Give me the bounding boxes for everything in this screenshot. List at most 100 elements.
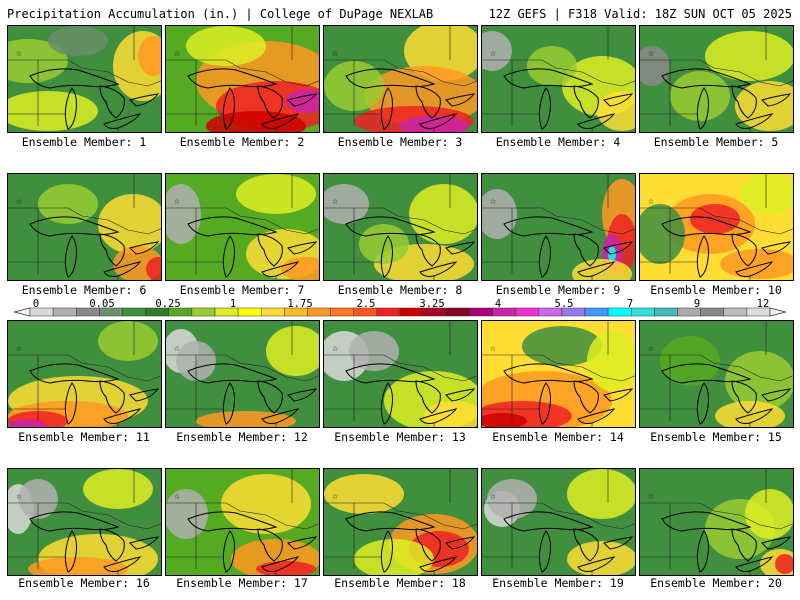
lake-outline [64, 235, 77, 278]
lake-outline [696, 235, 709, 278]
precip-blob [266, 326, 319, 376]
lake-outline [415, 233, 441, 267]
lake-outline [257, 233, 283, 267]
ensemble-member-19-map: ☆ [481, 468, 636, 576]
ensemble-member-1-map: ☆ [7, 25, 162, 133]
state-border [482, 502, 635, 530]
colorbar-tick-label: 4 [494, 298, 502, 310]
state-border [482, 59, 635, 87]
precip-blob [166, 489, 208, 539]
lake-outline [573, 233, 599, 267]
lake-outline [419, 408, 458, 424]
precip-field: ☆ [640, 174, 793, 280]
ensemble-member-16-map: ☆ [7, 468, 162, 576]
precip-blob [48, 26, 108, 56]
state-border [8, 354, 161, 382]
lake-outline [731, 85, 757, 119]
state-border [8, 207, 161, 235]
precip-blob [354, 539, 434, 575]
ensemble-member-label: Ensemble Member: 18 [334, 576, 466, 590]
colorbar-segment [515, 307, 539, 317]
lake-outline [222, 530, 235, 573]
ensemble-member-label: Ensemble Member: 7 [179, 283, 305, 297]
precip-field: ☆ [166, 174, 319, 280]
state-border [640, 354, 793, 382]
state-border [324, 59, 477, 87]
precip-blob [487, 479, 537, 519]
precip-blob [221, 474, 311, 534]
lake-outline [64, 530, 77, 573]
star-marker-icon: ☆ [648, 343, 654, 354]
colorbar-segment [376, 307, 401, 317]
precip-blob [567, 469, 635, 519]
precip-blob [28, 557, 128, 575]
lake-outline [445, 93, 476, 107]
lake-outline [261, 556, 300, 572]
ensemble-member-label: Ensemble Member: 19 [492, 576, 624, 590]
ensemble-member-label: Ensemble Member: 3 [337, 135, 463, 149]
colorbar-tick-label: 1.75 [287, 298, 313, 310]
precip-blob [522, 326, 602, 366]
colorbar-tick-label: 12 [756, 298, 770, 310]
ensemble-member-7-map: ☆ [165, 173, 320, 281]
precip-blob [745, 489, 793, 539]
precip-blob [725, 351, 793, 411]
state-border [640, 59, 793, 87]
lake-outline [445, 388, 476, 402]
lake-outline [103, 556, 142, 572]
ensemble-member-9-map: ☆ [481, 173, 636, 281]
model-valid-time: 12Z GEFS | F318 Valid: 18Z SUN OCT 05 20… [488, 7, 792, 21]
precip-field: ☆ [324, 26, 477, 132]
star-marker-icon: ☆ [16, 343, 22, 354]
precip-blob [640, 204, 685, 264]
lake-outline [419, 556, 458, 572]
ensemble-member-label: Ensemble Member: 6 [21, 283, 147, 297]
lake-outline [538, 87, 551, 130]
lake-outline [603, 241, 634, 255]
state-border [166, 502, 319, 530]
precip-blob [775, 554, 793, 574]
precip-blob [98, 321, 158, 361]
lake-outline [261, 113, 300, 129]
colorbar-min-arrow [13, 307, 31, 317]
state-border [482, 354, 635, 382]
colorbar-segment [330, 307, 354, 317]
lake-outline [573, 85, 599, 119]
lake-outline [380, 382, 393, 425]
state-border [324, 354, 477, 382]
lake-outline [129, 388, 160, 402]
lake-outline [129, 93, 160, 107]
precip-blob [146, 257, 161, 280]
lake-outline [573, 380, 599, 414]
ensemble-member-13-map: ☆ [323, 320, 478, 428]
precip-field: ☆ [324, 321, 477, 427]
lake-outline [64, 382, 77, 425]
precip-blob [18, 479, 58, 519]
lake-outline [731, 528, 757, 562]
precip-blob [660, 336, 720, 386]
colorbar-segment [122, 307, 146, 317]
lake-outline [603, 93, 634, 107]
ensemble-member-label: Ensemble Member: 8 [337, 283, 463, 297]
colorbar-tick-label: 2.5 [356, 298, 376, 310]
lake-outline [573, 528, 599, 562]
colorbar-segment [723, 307, 748, 317]
ensemble-member-8-map: ☆ [323, 173, 478, 281]
ensemble-member-11-map: ☆ [7, 320, 162, 428]
ensemble-member-label: Ensemble Member: 11 [18, 430, 150, 444]
star-marker-icon: ☆ [332, 343, 338, 354]
precip-blob [482, 31, 512, 71]
lake-outline [603, 388, 634, 402]
ensemble-member-label: Ensemble Member: 5 [653, 135, 779, 149]
precip-field: ☆ [8, 26, 161, 132]
lake-outline [99, 233, 125, 267]
colorbar-tick-label: 0.25 [155, 298, 181, 310]
precip-field: ☆ [166, 469, 319, 575]
ensemble-member-15-map: ☆ [639, 320, 794, 428]
precip-blob [83, 469, 153, 509]
lake-outline [735, 261, 774, 277]
state-border [8, 59, 161, 87]
lake-outline [731, 233, 757, 267]
precip-blob [38, 184, 98, 224]
lake-outline [696, 530, 709, 573]
